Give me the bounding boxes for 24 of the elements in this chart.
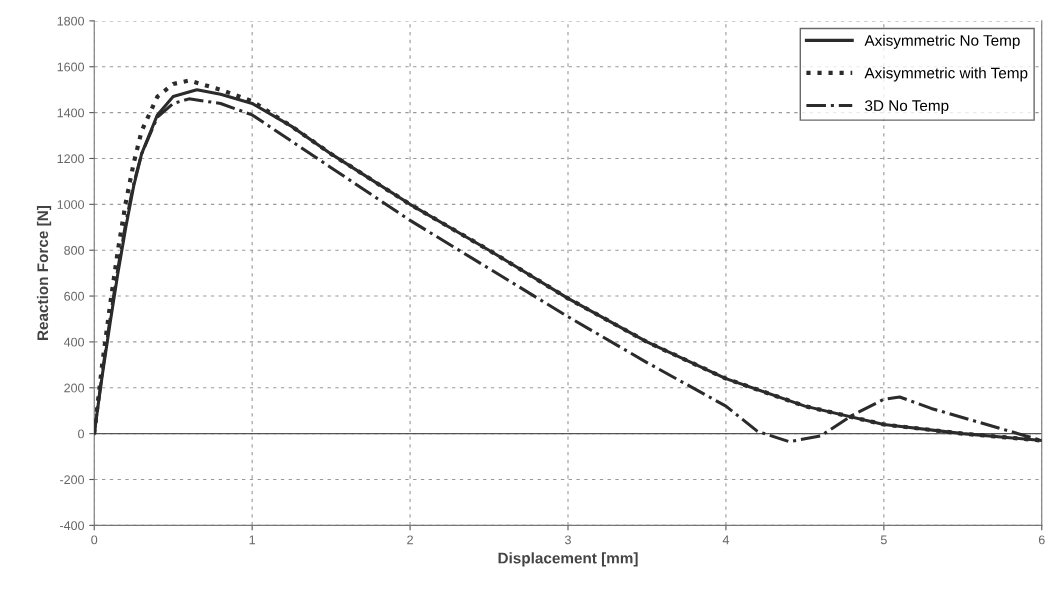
y-axis-title: Reaction Force [N] [36,206,52,341]
x-tick-label: 2 [407,535,413,545]
legend-label: Axisymmetric with Temp [864,67,1028,82]
x-tick-label: 1 [249,535,256,545]
y-tick-label: 1400 [57,108,85,118]
legend-label: Axisymmetric No Temp [864,34,1020,49]
y-tick-label: -400 [60,521,85,531]
y-tick-label: 1800 [57,16,85,26]
y-tick-label: 800 [64,246,85,255]
y-tick-label: -200 [60,475,85,485]
x-tick-label: 4 [722,535,730,545]
x-tick-label: 5 [880,535,887,545]
y-tick-label: 0 [78,429,85,439]
x-tick-label: 6 [1038,535,1045,545]
x-axis-title: Displacement [mm] [498,552,638,567]
y-tick-label: 1200 [57,154,85,164]
y-tick-label: 400 [63,337,85,347]
x-tick-label: 0 [91,535,98,545]
legend-label: 3D No Temp [865,100,949,115]
y-tick-label: 600 [64,291,85,301]
x-tick-label: 3 [565,535,571,545]
y-tick-label: 1600 [57,62,85,72]
y-tick-label: 1000 [57,200,85,209]
y-tick-label: 200 [64,383,85,393]
